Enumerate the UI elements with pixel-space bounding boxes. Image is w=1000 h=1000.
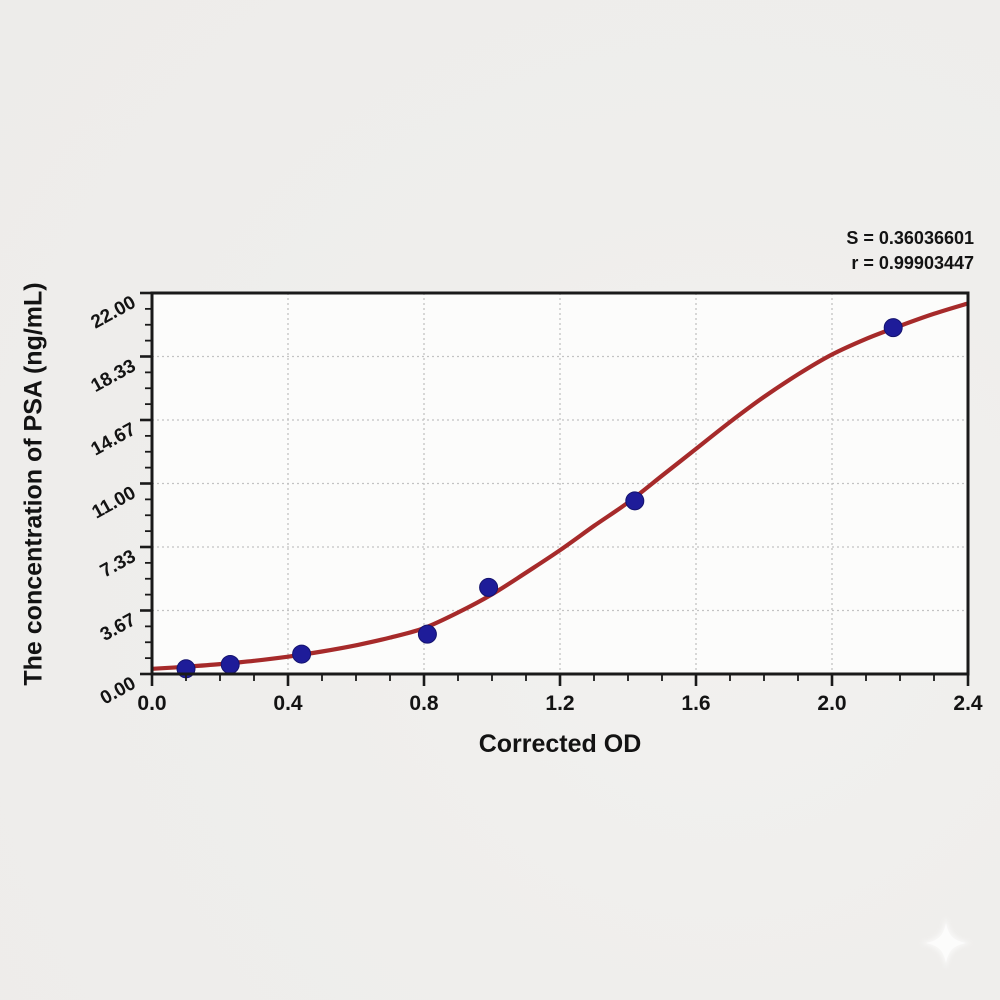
x-tick-label: 1.6 [681,692,710,715]
x-tick-label: 1.2 [545,692,574,715]
data-point [479,577,499,597]
fit-statistics: S = 0.36036601 r = 0.99903447 [846,226,974,276]
y-tick-label: 0.00 [97,673,140,709]
y-tick-label: 11.00 [89,483,140,524]
data-point [883,318,903,338]
r-value-label: r = 0.99903447 [851,253,974,273]
x-tick-label: 2.4 [953,692,983,715]
sparkle-watermark-icon [920,917,972,969]
y-axis-title: The concentration of PSA (ng/mL) [19,282,48,686]
x-tick-label: 0.0 [137,692,166,715]
data-point [220,654,240,674]
y-tick-label: 3.67 [97,610,140,646]
standard-curve-line [152,301,968,671]
y-tick-label: 22.00 [88,292,140,333]
x-tick-label: 0.8 [409,692,439,715]
data-point [292,644,312,664]
y-tick-label: 18.33 [88,356,140,397]
x-tick-label: 2.0 [817,692,846,715]
data-point [625,491,645,511]
y-tick-label: 14.67 [88,419,140,460]
data-point [417,624,437,644]
s-value-label: S = 0.36036601 [846,228,974,248]
x-tick-label: 0.4 [273,692,303,715]
y-tick-label: 7.33 [97,546,140,582]
x-axis-title: Corrected OD [478,730,642,758]
